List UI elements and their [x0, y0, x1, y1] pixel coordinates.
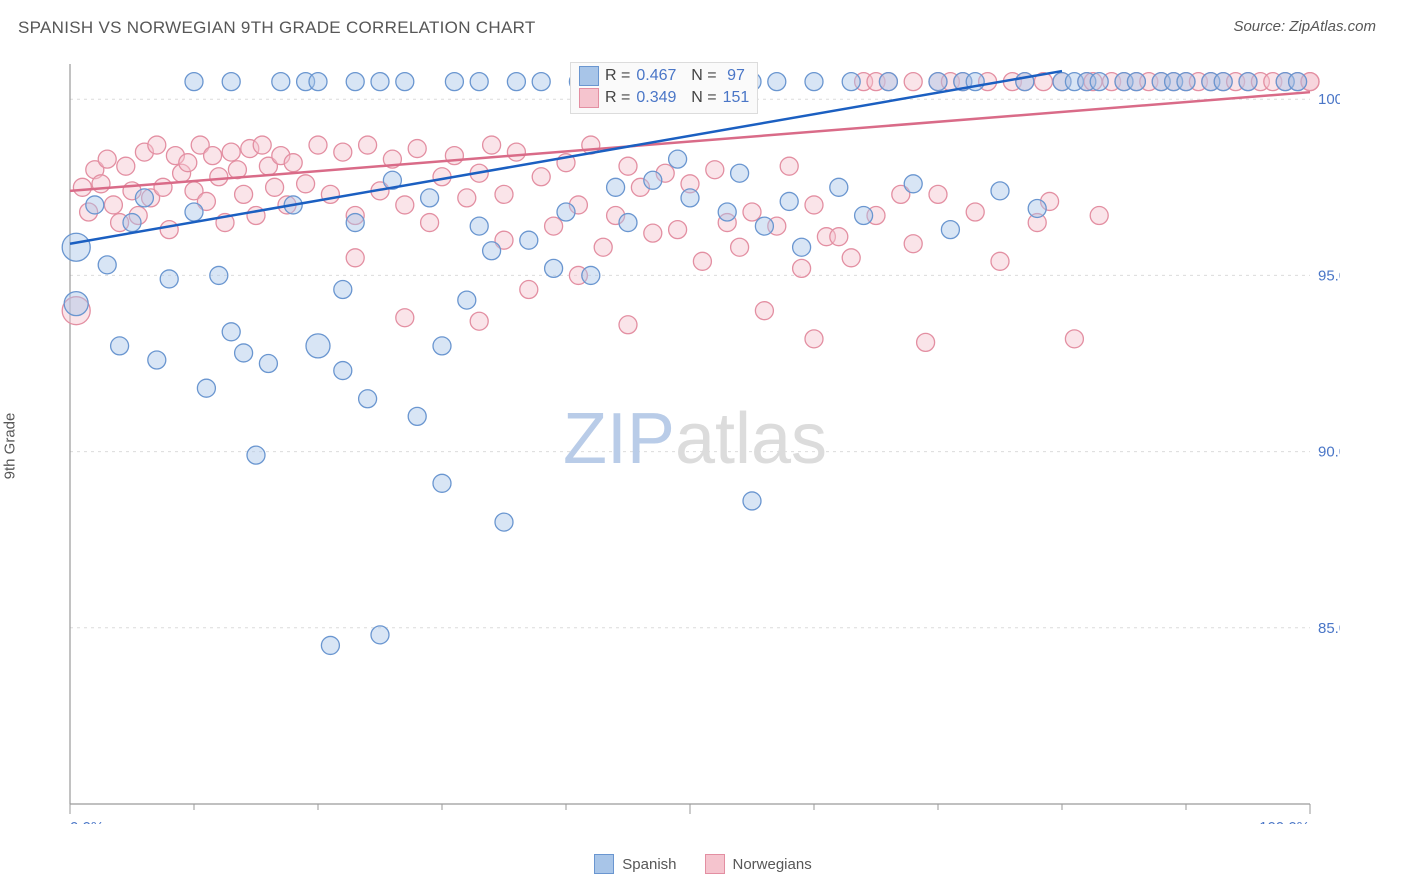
svg-text:95.0%: 95.0%: [1318, 267, 1340, 284]
legend-item-a: Spanish: [594, 854, 676, 874]
legend-label-a: Spanish: [622, 856, 676, 873]
swatch-b-icon: [579, 88, 599, 108]
corr-n-a: 97: [723, 65, 745, 87]
series-legend: Spanish Norwegians: [0, 854, 1406, 874]
corr-n-label: N =: [682, 65, 716, 87]
corr-r-a: 0.467: [636, 65, 676, 87]
svg-text:100.0%: 100.0%: [1318, 91, 1340, 108]
svg-text:90.0%: 90.0%: [1318, 444, 1340, 461]
source-label: Source: ZipAtlas.com: [1233, 18, 1376, 35]
chart-area: 85.0%90.0%95.0%100.0%0.0%100.0% ZIPatlas…: [50, 54, 1340, 824]
swatch-b-icon: [705, 854, 725, 874]
corr-n-b: 151: [723, 87, 750, 109]
corr-n-label: N =: [682, 87, 716, 109]
corr-r-b: 0.349: [636, 87, 676, 109]
svg-text:85.0%: 85.0%: [1318, 620, 1340, 637]
swatch-a-icon: [579, 66, 599, 86]
corr-r-label: R =: [605, 87, 630, 109]
swatch-a-icon: [594, 854, 614, 874]
corr-row-b: R = 0.349 N = 151: [579, 87, 749, 109]
corr-r-label: R =: [605, 65, 630, 87]
svg-text:100.0%: 100.0%: [1259, 819, 1310, 824]
scatter-plot: 85.0% 90.0% 95.0% 100.0% 0.0% 100.0%: [50, 54, 1340, 824]
correlation-legend: R = 0.467 N = 97 R = 0.349 N = 151: [570, 62, 758, 114]
legend-item-b: Norwegians: [705, 854, 812, 874]
chart-title: SPANISH VS NORWEGIAN 9TH GRADE CORRELATI…: [18, 18, 536, 38]
legend-label-b: Norwegians: [733, 856, 812, 873]
corr-row-a: R = 0.467 N = 97: [579, 65, 749, 87]
svg-text:0.0%: 0.0%: [70, 819, 104, 824]
y-axis-label: 9th Grade: [2, 413, 19, 480]
